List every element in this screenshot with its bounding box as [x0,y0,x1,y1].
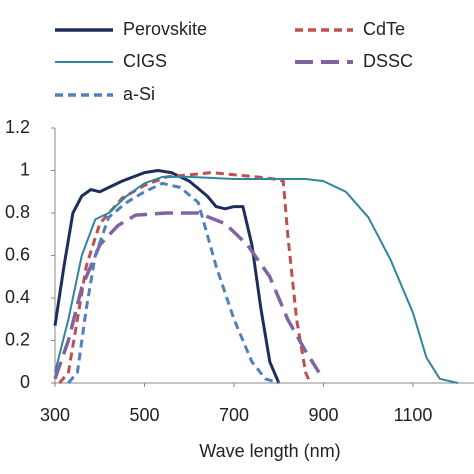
series-line [67,181,280,385]
y-tick-label: 1 [20,159,30,179]
x-tick-label: 300 [40,405,70,425]
series-line [58,171,312,384]
legend-label: DSSC [363,51,413,71]
series-line [53,211,321,380]
x-tick-label: 500 [129,405,159,425]
legend-label: a-Si [123,84,155,104]
y-tick-label: 0.8 [5,202,30,222]
legend-label: CdTe [363,19,405,39]
series-line [53,169,281,384]
x-axis-label: Wave length (nm) [199,441,340,461]
x-tick-label: 1100 [394,405,433,425]
y-tick-label: 1.2 [5,117,30,137]
y-tick-label: 0 [20,372,30,392]
x-tick-label: 900 [308,405,338,425]
y-tick-label: 0.6 [5,244,30,264]
y-tick-label: 0.2 [5,329,30,349]
legend-label: CIGS [123,51,167,71]
y-tick-label: 0.4 [5,287,30,307]
x-tick-label: 700 [219,405,249,425]
legend-label: Perovskite [123,19,207,39]
series-line [54,175,459,384]
